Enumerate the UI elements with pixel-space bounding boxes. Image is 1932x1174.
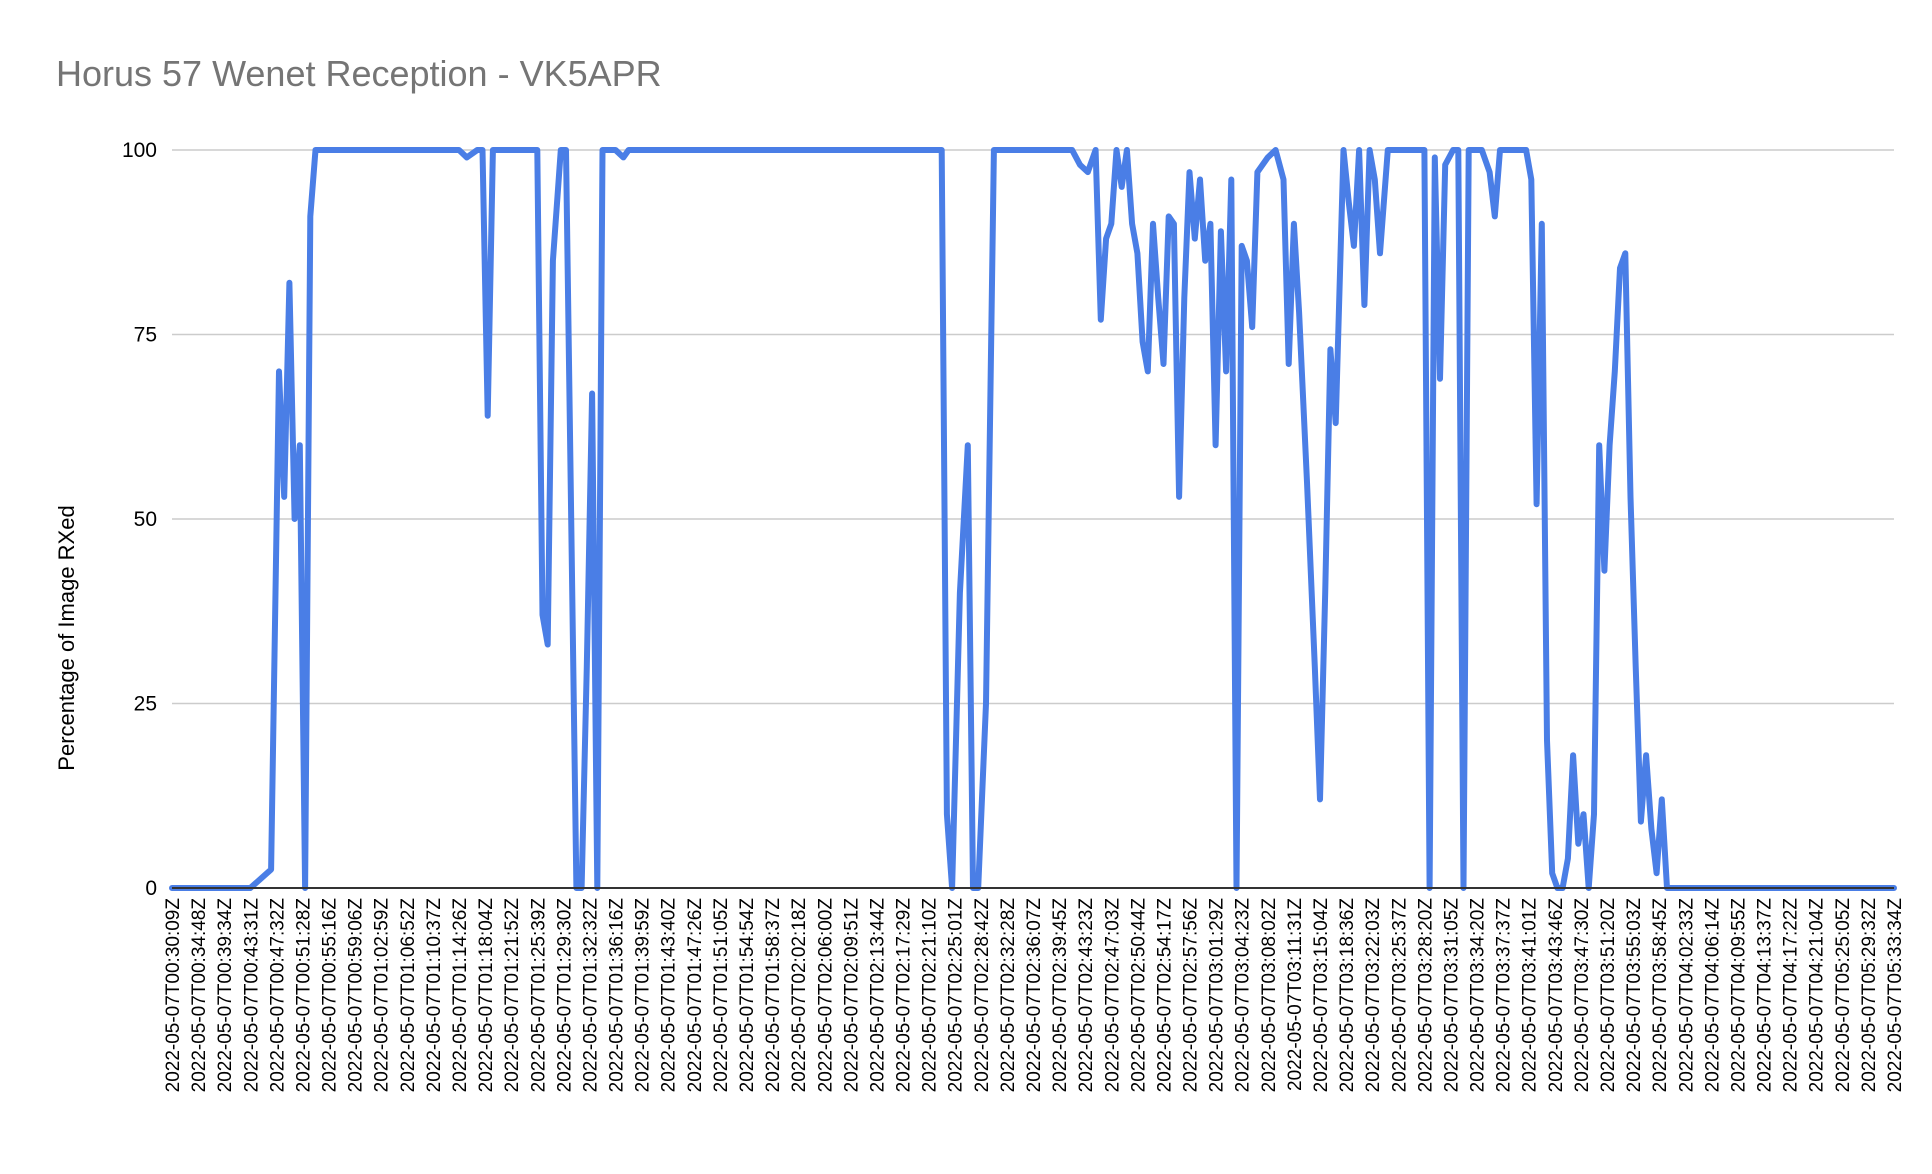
x-tick-label: 2022-05-07T02:43:23Z (1076, 898, 1097, 1093)
x-tick-label: 2022-05-07T04:13:37Z (1755, 898, 1776, 1093)
x-tick-label: 2022-05-07T00:47:32Z (267, 898, 288, 1093)
x-tick-label: 2022-05-07T00:30:09Z (163, 898, 184, 1093)
x-tick-label: 2022-05-07T02:54:17Z (1154, 898, 1175, 1093)
x-tick-label: 2022-05-07T01:14:26Z (450, 898, 471, 1093)
x-tick-label: 2022-05-07T01:32:32Z (580, 898, 601, 1093)
x-tick-label: 2022-05-07T01:54:54Z (737, 898, 758, 1093)
x-tick-label: 2022-05-07T01:39:59Z (633, 898, 654, 1093)
x-tick-label: 2022-05-07T01:10:37Z (424, 898, 445, 1093)
x-tick-label: 2022-05-07T03:22:03Z (1363, 898, 1384, 1093)
x-tick-label: 2022-05-07T03:43:46Z (1546, 898, 1567, 1093)
y-axis-title: Percentage of Image RXed (54, 505, 79, 770)
x-tick-label: 2022-05-07T02:09:51Z (841, 898, 862, 1093)
y-tick-label: 0 (145, 877, 157, 900)
x-tick-label: 2022-05-07T03:31:05Z (1441, 898, 1462, 1093)
x-tick-label: 2022-05-07T02:17:29Z (894, 898, 915, 1093)
x-tick-label: 2022-05-07T02:25:01Z (946, 898, 967, 1093)
x-tick-label: 2022-05-07T00:55:16Z (320, 898, 341, 1093)
x-tick-label: 2022-05-07T03:11:31Z (1285, 898, 1306, 1091)
x-tick-label: 2022-05-07T04:17:22Z (1781, 898, 1802, 1093)
x-tick-label: 2022-05-07T01:06:52Z (398, 898, 419, 1093)
x-tick-label: 2022-05-07T04:06:14Z (1702, 898, 1723, 1093)
x-tick-label: 2022-05-07T03:34:20Z (1468, 898, 1489, 1093)
x-tick-label: 2022-05-07T05:25:05Z (1833, 898, 1854, 1093)
chart-title: Horus 57 Wenet Reception - VK5APR (56, 53, 662, 94)
x-tick-labels: 2022-05-07T00:30:09Z 2022-05-07T00:34:48Z… (163, 898, 1906, 1093)
x-tick-label: 2022-05-07T03:08:02Z (1259, 898, 1280, 1093)
x-tick-label: 2022-05-07T05:29:32Z (1859, 898, 1880, 1093)
x-tick-label: 2022-05-07T03:37:37Z (1494, 898, 1515, 1093)
x-tick-label: 2022-05-07T02:57:56Z (1181, 898, 1202, 1093)
y-tick-label: 50 (134, 508, 157, 531)
x-tick-label: 2022-05-07T05:33:34Z (1885, 898, 1906, 1093)
x-tick-label: 2022-05-07T01:29:30Z (554, 898, 575, 1093)
x-tick-label: 2022-05-07T03:55:03Z (1624, 898, 1645, 1093)
x-tick-label: 2022-05-07T02:50:44Z (1128, 898, 1149, 1093)
x-tick-label: 2022-05-07T03:58:45Z (1650, 898, 1671, 1093)
x-tick-label: 2022-05-07T02:13:44Z (867, 898, 888, 1093)
x-tick-label: 2022-05-07T02:21:10Z (920, 898, 941, 1093)
x-tick-label: 2022-05-07T02:32:28Z (998, 898, 1019, 1093)
x-tick-label: 2022-05-07T04:02:33Z (1676, 898, 1697, 1093)
x-tick-label: 2022-05-07T03:15:04Z (1311, 898, 1332, 1093)
x-tick-label: 2022-05-07T01:25:39Z (528, 898, 549, 1093)
x-tick-label: 2022-05-07T02:47:03Z (1102, 898, 1123, 1093)
x-tick-label: 2022-05-07T00:59:06Z (346, 898, 367, 1093)
x-tick-label: 2022-05-07T02:36:07Z (1024, 898, 1045, 1093)
x-tick-label: 2022-05-07T00:39:34Z (215, 898, 236, 1093)
x-tick-label: 2022-05-07T00:43:31Z (241, 898, 262, 1093)
x-tick-label: 2022-05-07T01:02:59Z (372, 898, 393, 1093)
x-tick-label: 2022-05-07T03:18:36Z (1337, 898, 1358, 1093)
y-tick-label: 75 (134, 324, 157, 347)
y-tick-label: 100 (122, 139, 157, 162)
x-tick-label: 2022-05-07T02:02:18Z (789, 898, 810, 1093)
x-tick-label: 2022-05-07T03:47:30Z (1572, 898, 1593, 1093)
x-tick-label: 2022-05-07T01:47:26Z (685, 898, 706, 1093)
x-tick-label: 2022-05-07T03:51:20Z (1598, 898, 1619, 1093)
x-tick-label: 2022-05-07T02:28:42Z (972, 898, 993, 1093)
x-tick-label: 2022-05-07T01:58:37Z (763, 898, 784, 1093)
x-tick-label: 2022-05-07T02:39:45Z (1050, 898, 1071, 1093)
x-tick-label: 2022-05-07T01:51:05Z (711, 898, 732, 1093)
x-tick-label: 2022-05-07T01:43:40Z (659, 898, 680, 1093)
x-tick-label: 2022-05-07T01:36:16Z (607, 898, 628, 1093)
x-tick-label: 2022-05-07T03:28:20Z (1415, 898, 1436, 1093)
x-tick-label: 2022-05-07T01:21:52Z (502, 898, 523, 1093)
x-tick-label: 2022-05-07T03:04:23Z (1233, 898, 1254, 1093)
x-tick-label: 2022-05-07T03:01:29Z (1207, 898, 1228, 1093)
y-tick-label: 25 (134, 693, 157, 716)
x-tick-label: 2022-05-07T02:06:00Z (815, 898, 836, 1093)
y-tick-labels: 0 25 50 75 100 (122, 139, 157, 900)
x-tick-label: 2022-05-07T00:51:28Z (293, 898, 314, 1093)
x-tick-label: 2022-05-07T04:21:04Z (1807, 898, 1828, 1093)
x-tick-label: 2022-05-07T03:41:01Z (1520, 898, 1541, 1093)
x-tick-label: 2022-05-07T04:09:55Z (1728, 898, 1749, 1093)
x-tick-label: 2022-05-07T03:25:37Z (1389, 898, 1410, 1093)
x-tick-label: 2022-05-07T01:18:04Z (476, 898, 497, 1093)
x-tick-label: 2022-05-07T00:34:48Z (189, 898, 210, 1093)
